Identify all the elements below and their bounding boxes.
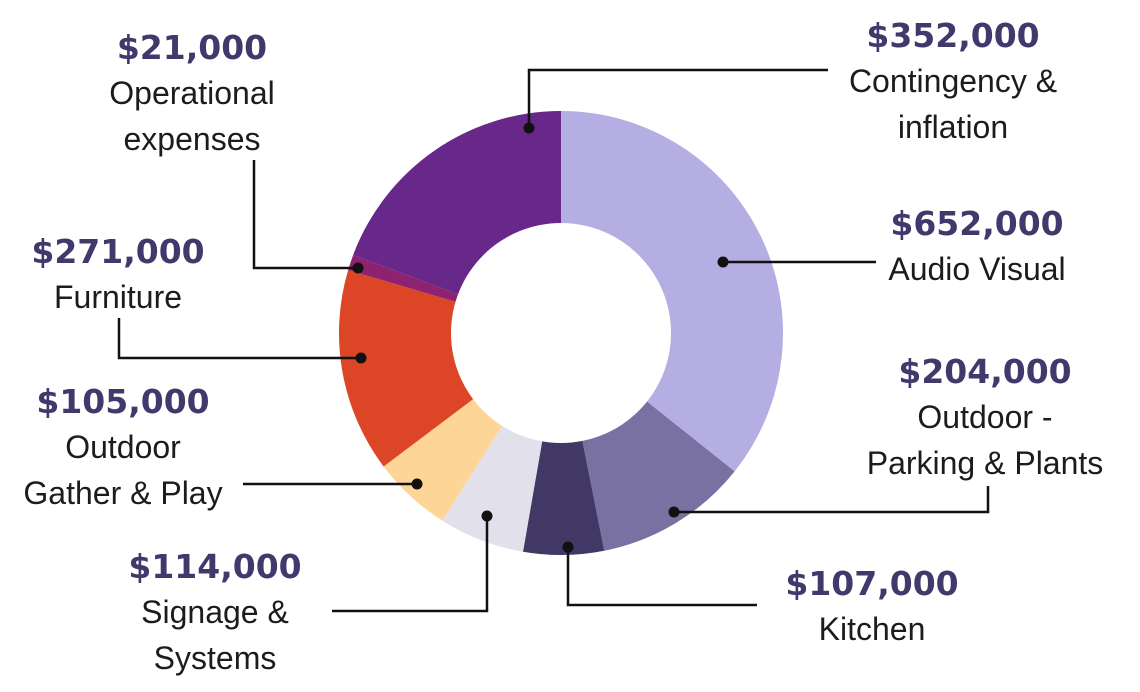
leader-line-signage-systems xyxy=(332,516,489,613)
label-furniture: $271,000 Furniture xyxy=(8,230,228,320)
category-outdoor-gather-play-line2: Gather & Play xyxy=(23,475,223,511)
value-kitchen: $107,000 xyxy=(785,564,959,603)
label-outdoor-gather-play: $105,000 Outdoor Gather & Play xyxy=(8,380,238,516)
category-kitchen: Kitchen xyxy=(818,611,926,647)
category-outdoor-gather-play-line1: Outdoor xyxy=(65,429,181,465)
value-operational-expenses: $21,000 xyxy=(116,28,268,67)
slice-kitchen xyxy=(522,333,605,555)
value-outdoor-parking-plants: $204,000 xyxy=(898,352,1072,391)
leader-line-outdoor-parking-plants xyxy=(674,486,990,514)
donut-hole xyxy=(451,223,671,443)
leader-line-kitchen xyxy=(566,547,757,607)
category-contingency-inflation-line1: Contingency & xyxy=(848,63,1058,99)
leader-lines xyxy=(117,68,990,613)
leader-line-contingency-inflation xyxy=(527,68,828,128)
category-outdoor-parking-plants-line2: Parking & Plants xyxy=(866,445,1104,481)
label-operational-expenses: $21,000 Operational expenses xyxy=(82,26,302,162)
category-operational-expenses-line2: expenses xyxy=(123,121,261,157)
value-furniture: $271,000 xyxy=(31,232,205,271)
leader-dot-contingency-inflation xyxy=(523,122,535,134)
slice-audio-visual xyxy=(561,111,783,472)
label-outdoor-parking-plants: $204,000 Outdoor - Parking & Plants xyxy=(850,350,1120,486)
value-audio-visual: $652,000 xyxy=(890,204,1064,243)
leader-dot-operational-expenses xyxy=(352,262,364,274)
value-outdoor-gather-play: $105,000 xyxy=(36,382,210,421)
leader-line-operational-expenses xyxy=(252,160,358,270)
label-audio-visual: $652,000 Audio Visual xyxy=(867,202,1087,292)
category-furniture: Furniture xyxy=(53,279,183,315)
leader-dot-kitchen xyxy=(562,541,574,553)
category-audio-visual: Audio Visual xyxy=(888,251,1066,287)
category-signage-systems-line1: Signage & xyxy=(141,594,289,630)
leader-dot-furniture xyxy=(355,352,367,364)
category-operational-expenses-line1: Operational xyxy=(109,75,275,111)
label-signage-systems: $114,000 Signage & Systems xyxy=(105,545,325,681)
category-contingency-inflation-line2: inflation xyxy=(897,109,1009,145)
label-contingency-inflation: $352,000 Contingency & inflation xyxy=(813,14,1093,150)
category-signage-systems-line2: Systems xyxy=(153,640,277,676)
label-kitchen: $107,000 Kitchen xyxy=(762,562,982,652)
leader-dot-audio-visual xyxy=(717,256,729,268)
value-signage-systems: $114,000 xyxy=(128,547,302,586)
leader-line-furniture xyxy=(117,318,361,360)
value-contingency-inflation: $352,000 xyxy=(866,16,1040,55)
category-outdoor-parking-plants-line1: Outdoor - xyxy=(917,399,1053,435)
leader-dot-outdoor-parking-plants xyxy=(668,506,680,518)
leader-dot-signage-systems xyxy=(481,510,493,522)
leader-dot-outdoor-gather-play xyxy=(411,478,423,490)
